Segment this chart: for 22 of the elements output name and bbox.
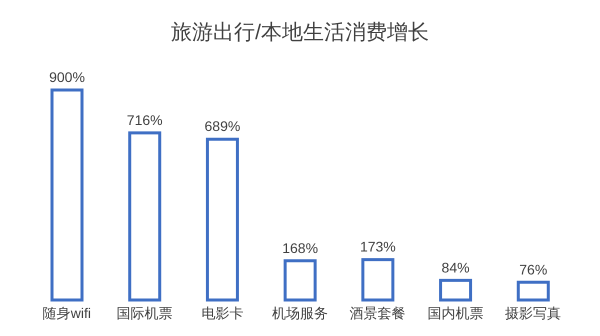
chart-title: 旅游出行/本地生活消费增长 bbox=[170, 20, 430, 46]
bar bbox=[284, 259, 317, 302]
bar bbox=[439, 278, 472, 302]
data-label: 900% bbox=[49, 69, 85, 85]
data-label: 716% bbox=[126, 112, 163, 128]
data-label: 84% bbox=[442, 259, 470, 276]
x-tick-label: 国内机票 bbox=[427, 304, 484, 321]
bar bbox=[206, 138, 239, 302]
x-tick-label: 电影卡 bbox=[201, 304, 244, 321]
data-label: 173% bbox=[360, 238, 396, 255]
x-tick-label: 随身wifi bbox=[42, 304, 91, 321]
bar bbox=[361, 258, 394, 302]
x-tick-label: 国际机票 bbox=[116, 304, 173, 321]
x-tick-label: 酒景套餐 bbox=[350, 304, 406, 321]
bar bbox=[516, 280, 550, 302]
bar bbox=[128, 131, 162, 302]
data-label: 76% bbox=[519, 261, 548, 278]
data-label: 168% bbox=[282, 240, 318, 256]
x-tick-label: 摄影写真 bbox=[505, 304, 562, 321]
bar bbox=[50, 88, 84, 302]
data-label: 689% bbox=[204, 118, 240, 134]
x-tick-label: 机场服务 bbox=[272, 304, 328, 321]
